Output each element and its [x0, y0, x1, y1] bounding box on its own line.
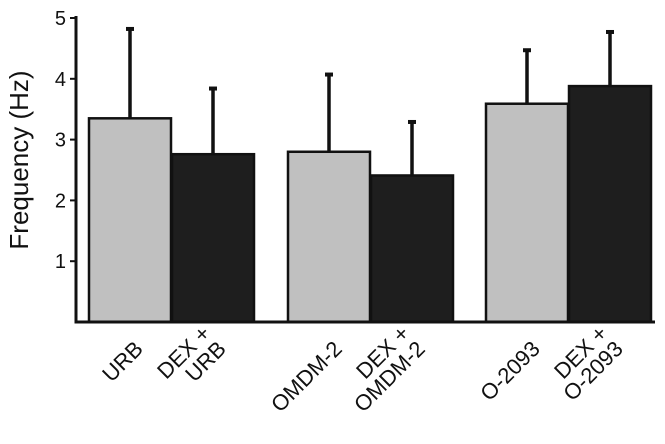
bars-layer: [87, 84, 653, 324]
x-category-label: OMDM-2: [266, 336, 347, 417]
x-category-label: DEX +O-2093: [549, 321, 628, 406]
y-tick-label: 1: [55, 251, 66, 273]
x-category-label-line: O-2093: [475, 336, 545, 406]
bar: [484, 102, 570, 324]
x-category-label-line: URB: [97, 336, 148, 387]
bar: [369, 174, 455, 324]
x-category-label: O-2093: [475, 336, 545, 406]
x-category-label: DEX +URB: [152, 321, 231, 387]
axes: [74, 16, 655, 324]
x-category-label: DEX +OMDM-2: [349, 321, 430, 417]
x-category-label: URB: [97, 336, 148, 387]
bar: [87, 117, 173, 324]
error-bars-layer: [126, 26, 614, 176]
y-tick-label: 2: [55, 190, 66, 212]
y-tick-label: 5: [55, 8, 66, 30]
y-tick-label: 3: [55, 130, 66, 152]
y-tick-label: 4: [55, 69, 66, 91]
x-category-label-line: OMDM-2: [266, 336, 347, 417]
bar: [286, 150, 372, 324]
x-category-labels: URB DEX +URB OMDM-2 DEX +OMDM-2 O-2093 DEX +O…: [97, 321, 628, 417]
bar: [567, 84, 653, 324]
y-ticks: 1 2 3 4 5: [55, 8, 76, 273]
bar: [170, 152, 256, 324]
y-axis-title: Frequency (Hz): [4, 70, 34, 249]
